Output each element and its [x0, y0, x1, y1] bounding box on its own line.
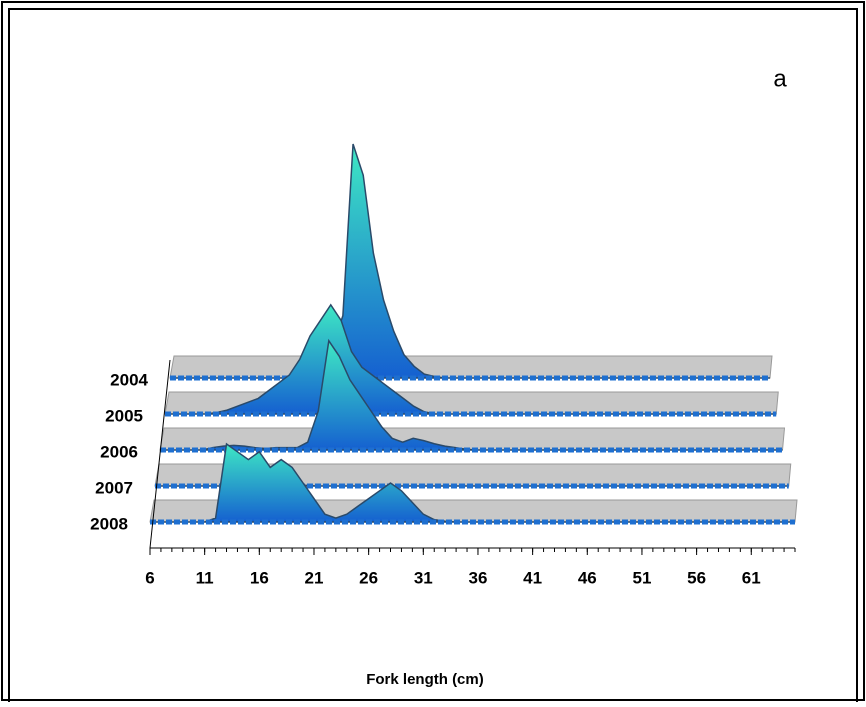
x-tick-label: 41: [523, 568, 542, 587]
x-tick-label: 31: [414, 568, 433, 587]
x-tick-label: 16: [250, 568, 269, 587]
x-tick-label: 51: [632, 568, 651, 587]
floor-strip: [169, 355, 773, 379]
legend-label: 2008: [90, 514, 128, 533]
chart-title: a: [773, 65, 787, 92]
x-axis-label: Fork length (cm): [366, 671, 484, 688]
area: [165, 303, 777, 415]
x-tick-label: 56: [687, 568, 706, 587]
x-tick-label: 61: [742, 568, 761, 587]
depth-axis: [149, 359, 171, 549]
legend-label: 2004: [110, 370, 148, 389]
legend-label: 2007: [95, 478, 133, 497]
floor-strip: [159, 427, 786, 451]
x-tick-label: 26: [359, 568, 378, 587]
x-tick-label: 36: [469, 568, 488, 587]
area: [170, 143, 770, 379]
inner-frame: [8, 8, 858, 707]
legend-label: 2005: [105, 406, 143, 425]
legend-label: 2006: [100, 442, 138, 461]
x-tick-label: 21: [305, 568, 324, 587]
x-tick-label: 11: [196, 568, 214, 587]
x-tick-label: 46: [578, 568, 597, 587]
x-tick-label: 6: [145, 568, 154, 587]
